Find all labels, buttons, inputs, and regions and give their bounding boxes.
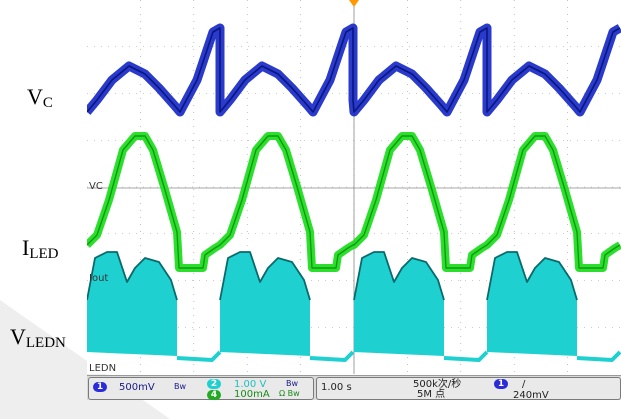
- channel-tag-vc: VC: [89, 181, 103, 192]
- vc-label: VC: [27, 84, 53, 111]
- scope-status-bar: 1 500mV Bw 2 1.00 V Bw 4 100mA Ω Bw 1.00…: [87, 375, 621, 401]
- vledn-burst-4: [487, 252, 577, 356]
- vc-waveform-core: [87, 27, 621, 113]
- vledn-envelope-3: [353, 251, 445, 301]
- channel-tag-ledn: LEDN: [89, 363, 117, 374]
- acquisition-settings-box[interactable]: 1.00 s 500k次/秒 5M 点 1 / 240mV: [316, 377, 621, 401]
- trigger-source-badge[interactable]: 1: [494, 379, 508, 389]
- sample-rate: 500k次/秒: [413, 379, 462, 390]
- vledn-burst-1: [87, 252, 177, 356]
- vledn-envelope-2: [219, 251, 311, 301]
- vledn-baseline: [176, 350, 621, 362]
- channel-1-badge[interactable]: 1: [93, 382, 107, 392]
- channel-4-scale: 100mA: [234, 389, 270, 400]
- vledn-label: VLEDN: [10, 324, 66, 351]
- channel-4-badge[interactable]: 4: [207, 390, 221, 400]
- timebase: 1.00 s: [321, 382, 352, 393]
- channel-settings-box[interactable]: 1 500mV Bw 2 1.00 V Bw 4 100mA Ω Bw: [88, 377, 314, 400]
- waveform-plot: [87, 0, 621, 374]
- channel-4-coupling: Ω Bw: [279, 389, 300, 398]
- iled-waveform: [87, 132, 621, 272]
- channel-1-scale: 500mV: [119, 382, 155, 393]
- channel-tag-iout: Iout: [89, 273, 109, 284]
- scope-display[interactable]: VC Iout LEDN: [87, 0, 621, 374]
- vledn-envelope-1: [87, 251, 178, 301]
- trigger-slope-icon: /: [522, 379, 526, 390]
- channel-2-scale: 1.00 V: [234, 379, 267, 390]
- channel-1-coupling: Bw: [174, 382, 187, 391]
- trigger-level: 240mV: [513, 390, 549, 401]
- vledn-envelope-4: [486, 251, 578, 301]
- trigger-position-marker: [349, 0, 359, 7]
- vledn-burst-3: [354, 252, 444, 356]
- vledn-burst-2: [220, 252, 310, 356]
- channel-2-coupling: Bw: [286, 379, 299, 388]
- iled-waveform-core: [87, 135, 621, 269]
- iled-label: ILED: [22, 235, 59, 262]
- channel-2-badge[interactable]: 2: [207, 379, 221, 389]
- record-length: 5M 点: [417, 389, 446, 400]
